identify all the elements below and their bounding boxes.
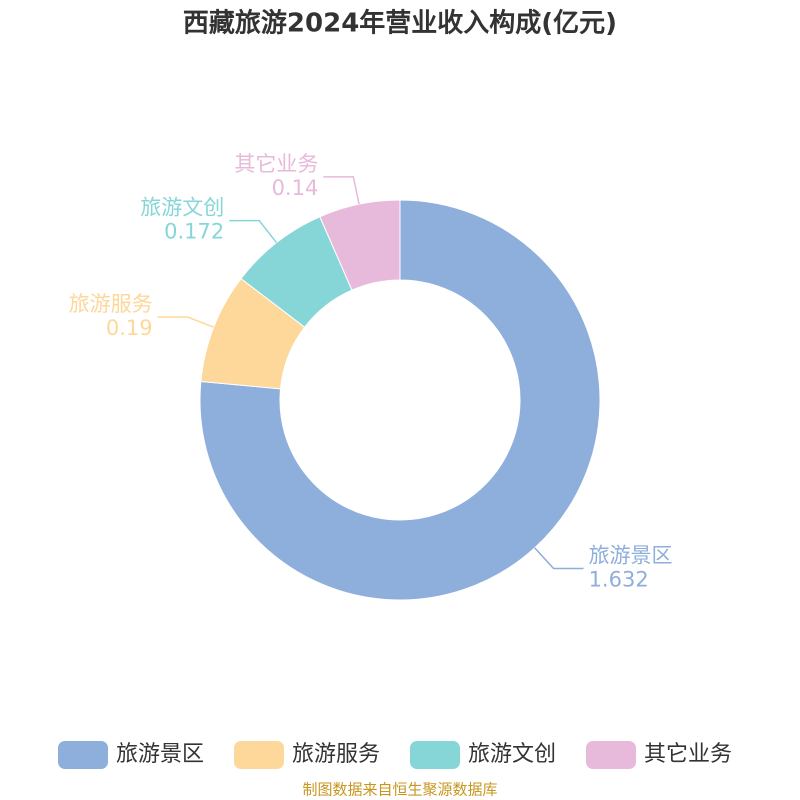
data-label-value: 0.19 <box>106 316 153 340</box>
leader-line <box>229 219 278 244</box>
legend-label: 旅游服务 <box>292 742 380 767</box>
legend-swatch <box>586 741 636 769</box>
chart-title: 西藏旅游2024年营业收入构成(亿元) <box>183 8 617 39</box>
leader-line <box>534 547 584 570</box>
legend-swatch <box>410 741 460 769</box>
data-label-value: 0.14 <box>272 176 319 200</box>
data-label-name: 旅游景区 <box>589 544 673 568</box>
legend-label: 旅游景区 <box>116 742 204 767</box>
source-note: 制图数据来自恒生聚源数据库 <box>302 781 497 799</box>
leader-line <box>323 176 360 205</box>
legend-label: 旅游文创 <box>468 742 556 767</box>
data-label-name: 其它业务 <box>234 152 318 176</box>
data-label-name: 旅游服务 <box>69 292 153 316</box>
data-label-name: 旅游文创 <box>140 196 224 220</box>
donut-segment <box>199 199 601 601</box>
legend-swatch <box>234 741 284 769</box>
data-label-value: 1.632 <box>589 568 649 592</box>
legend-label: 其它业务 <box>644 742 732 767</box>
data-label-value: 0.172 <box>164 220 224 244</box>
donut-segment <box>319 199 401 291</box>
leader-line <box>157 316 214 328</box>
legend-swatch <box>58 741 108 769</box>
